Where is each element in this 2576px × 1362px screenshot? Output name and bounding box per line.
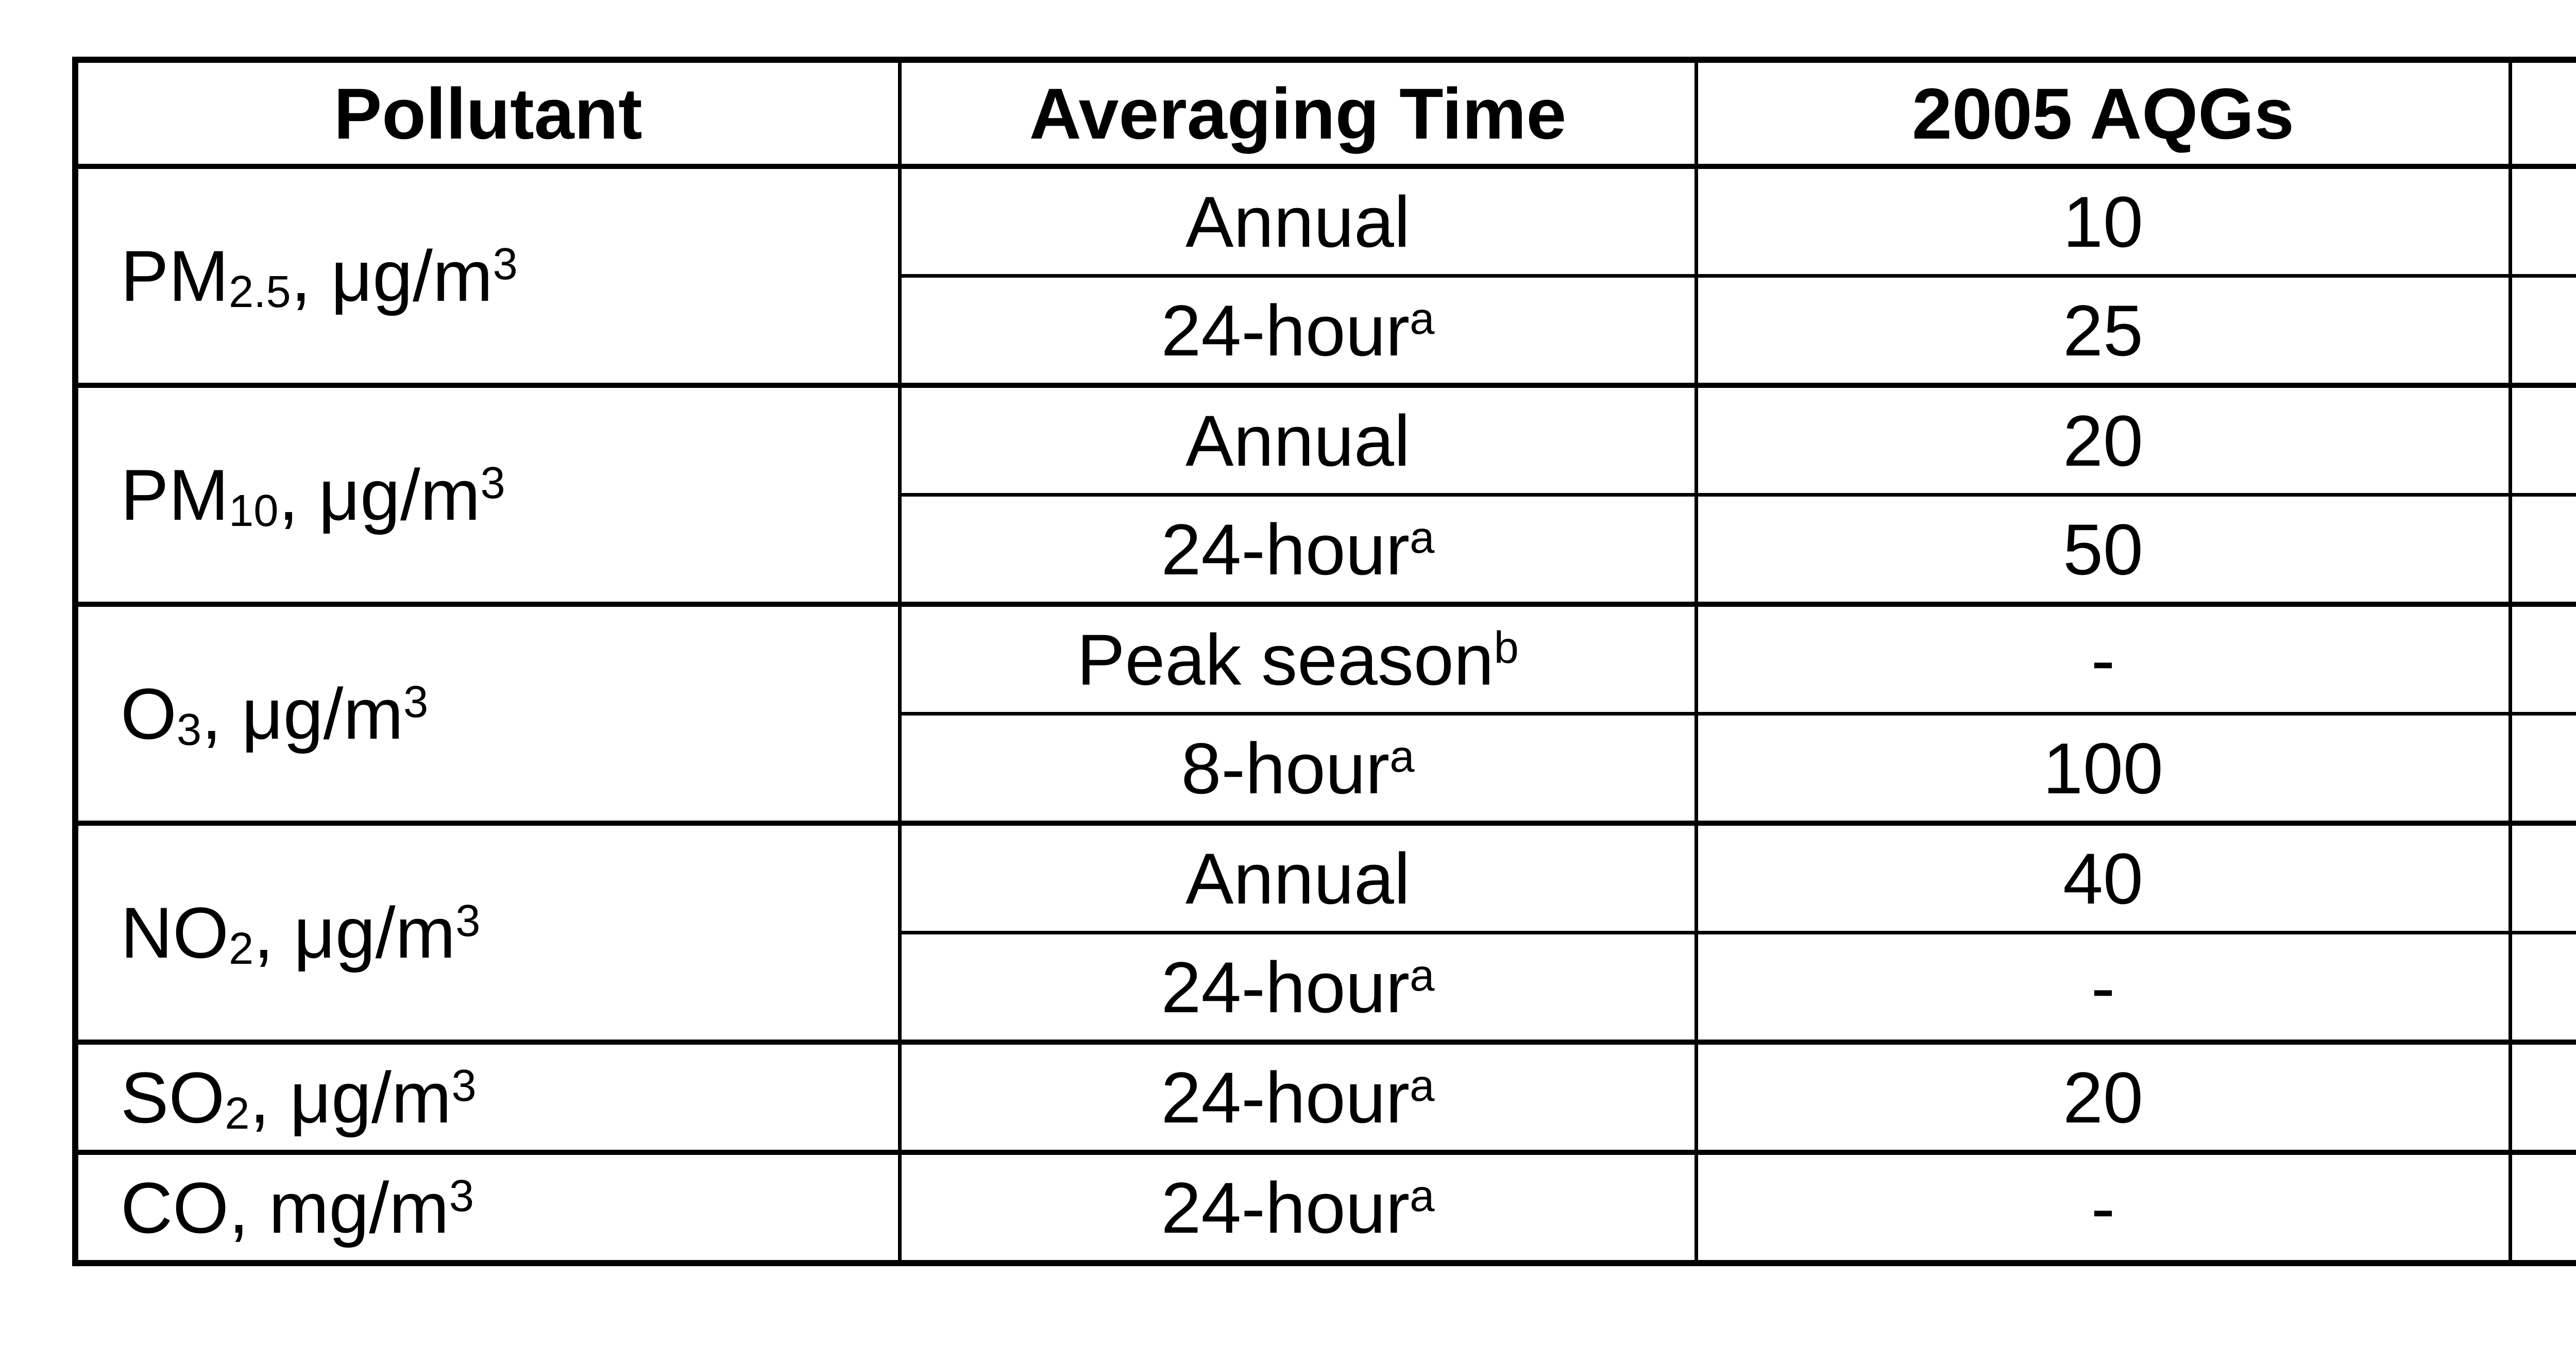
pollutant-unit: , μg/m bbox=[249, 1057, 452, 1138]
averaging-time-text: 24-hour bbox=[1161, 1167, 1410, 1248]
cell-2021-value: 25 bbox=[2508, 931, 2576, 1044]
header-row: Pollutant Averaging Time 2005 AQGs 2021 … bbox=[73, 58, 2576, 169]
cell-2021-value: 60 bbox=[2508, 602, 2576, 716]
cell-2021-value: 15 bbox=[2508, 274, 2576, 387]
cell-2021-value: 45 bbox=[2508, 493, 2576, 606]
pollutant-base: PM bbox=[121, 235, 229, 316]
pollutant-subscript: 3 bbox=[176, 705, 202, 755]
cell-2021-value: 5 bbox=[2508, 164, 2576, 278]
pollutant-subscript: 2 bbox=[229, 924, 254, 974]
averaging-time-text: Annual bbox=[1185, 400, 1410, 481]
table-row: PM2.5, μg/m3 Annual 10 5 bbox=[73, 164, 2576, 387]
cell-pollutant-no2: NO2, μg/m3 bbox=[73, 821, 902, 1044]
pollutant-base: CO bbox=[121, 1167, 229, 1248]
cell-pollutant-co: CO, mg/m3 bbox=[73, 1150, 902, 1265]
pollutant-base: NO bbox=[121, 892, 229, 973]
footnote-superscript: a bbox=[1410, 1170, 1435, 1221]
pollutant-unit: , μg/m bbox=[278, 454, 481, 535]
pollutant-base: PM bbox=[121, 454, 229, 535]
cell-pollutant-pm25: PM2.5, μg/m3 bbox=[73, 164, 902, 387]
cell-2005-value: - bbox=[1694, 602, 2512, 716]
cell-2005-value: - bbox=[1694, 1150, 2512, 1265]
cell-averaging-time: Annual bbox=[897, 383, 1698, 497]
cell-averaging-time: Peak seasonb bbox=[897, 602, 1698, 716]
cell-averaging-time: 24-houra bbox=[897, 493, 1698, 606]
pollutant-unit: , μg/m bbox=[291, 235, 493, 316]
footnote-superscript: a bbox=[1389, 731, 1415, 781]
cell-2005-value: 25 bbox=[1694, 274, 2512, 387]
cell-pollutant-so2: SO2, μg/m3 bbox=[73, 1040, 902, 1154]
averaging-time-text: 24-hour bbox=[1161, 1057, 1410, 1138]
averaging-time-text: 24-hour bbox=[1161, 946, 1410, 1028]
cell-2005-value: 20 bbox=[1694, 1040, 2512, 1154]
table-row: 8-houra 100 100 bbox=[75, 712, 2576, 825]
cell-2021-value: 10 bbox=[2508, 821, 2576, 934]
cell-pollutant-pm10: PM10, μg/m3 bbox=[73, 383, 902, 606]
pollutant-base: SO bbox=[121, 1057, 225, 1138]
cell-pollutant-o3: O3, μg/m3 bbox=[73, 602, 902, 825]
table-row: NO2, μg/m3 Annual 40 10 bbox=[73, 821, 2576, 1044]
pollutant-subscript: 2 bbox=[225, 1088, 250, 1138]
cell-averaging-time: Annual bbox=[897, 164, 1698, 278]
cell-averaging-time: 8-houra bbox=[897, 712, 1698, 825]
pollutant-unit: , μg/m bbox=[201, 673, 404, 754]
aqg-table: Pollutant Averaging Time 2005 AQGs 2021 … bbox=[72, 57, 2576, 1266]
pollutant-base: O bbox=[121, 673, 177, 754]
table-row: 24-houra 50 45 bbox=[75, 493, 2576, 606]
table-row: 24-houra - 25 bbox=[75, 931, 2576, 1044]
cell-2021-value: 40 bbox=[2508, 1040, 2576, 1154]
averaging-time-text: 24-hour bbox=[1161, 508, 1410, 590]
averaging-time-text: 8-hour bbox=[1181, 727, 1390, 809]
pollutant-subscript: 2.5 bbox=[229, 267, 291, 317]
footnote-superscript: b bbox=[1494, 622, 1519, 673]
cell-averaging-time: 24-houra bbox=[897, 931, 1698, 1044]
cell-2005-value: 50 bbox=[1694, 493, 2512, 606]
footnote-superscript: a bbox=[1410, 950, 1435, 1000]
pollutant-unit: , mg/m bbox=[229, 1167, 449, 1248]
table-row: SO2, μg/m3 24-houra 20 40 bbox=[73, 1040, 2576, 1154]
cell-averaging-time: 24-houra bbox=[897, 274, 1698, 387]
header-pollutant: Pollutant bbox=[73, 58, 902, 169]
pollutant-subscript: 10 bbox=[229, 486, 279, 536]
footnote-superscript: a bbox=[1410, 293, 1435, 344]
header-2005-aqgs: 2005 AQGs bbox=[1694, 58, 2512, 169]
table-row: 24-houra 25 15 bbox=[75, 274, 2576, 387]
footnote-superscript: a bbox=[1410, 512, 1435, 563]
cell-2021-value: 15 bbox=[2508, 383, 2576, 497]
header-averaging-time: Averaging Time bbox=[897, 58, 1698, 169]
footnote-superscript: a bbox=[1410, 1060, 1435, 1111]
unit-superscript: 3 bbox=[480, 458, 505, 508]
unit-superscript: 3 bbox=[403, 677, 429, 727]
unit-superscript: 3 bbox=[451, 1060, 477, 1111]
cell-2005-value: 40 bbox=[1694, 821, 2512, 934]
table-row: PM10, μg/m3 Annual 20 15 bbox=[73, 383, 2576, 606]
table-row: CO, mg/m3 24-houra - 4 bbox=[73, 1150, 2576, 1265]
unit-superscript: 3 bbox=[455, 896, 481, 946]
pollutant-unit: , μg/m bbox=[253, 892, 456, 973]
cell-2021-value: 100 bbox=[2508, 712, 2576, 825]
cell-2005-value: 100 bbox=[1694, 712, 2512, 825]
averaging-time-text: Peak season bbox=[1077, 619, 1494, 700]
cell-2021-value: 4 bbox=[2508, 1150, 2576, 1265]
averaging-time-text: Annual bbox=[1185, 838, 1410, 919]
header-2021-aqgs: 2021 AQGs bbox=[2508, 58, 2576, 169]
unit-superscript: 3 bbox=[449, 1170, 474, 1221]
cell-2005-value: 20 bbox=[1694, 383, 2512, 497]
table-row: O3, μg/m3 Peak seasonb - 60 bbox=[73, 602, 2576, 825]
cell-averaging-time: 24-houra bbox=[897, 1150, 1698, 1265]
cell-2005-value: - bbox=[1694, 931, 2512, 1044]
cell-averaging-time: 24-houra bbox=[897, 1040, 1698, 1154]
averaging-time-text: Annual bbox=[1185, 181, 1410, 262]
cell-averaging-time: Annual bbox=[897, 821, 1698, 934]
cell-2005-value: 10 bbox=[1694, 164, 2512, 278]
averaging-time-text: 24-hour bbox=[1161, 290, 1410, 371]
unit-superscript: 3 bbox=[493, 239, 518, 290]
